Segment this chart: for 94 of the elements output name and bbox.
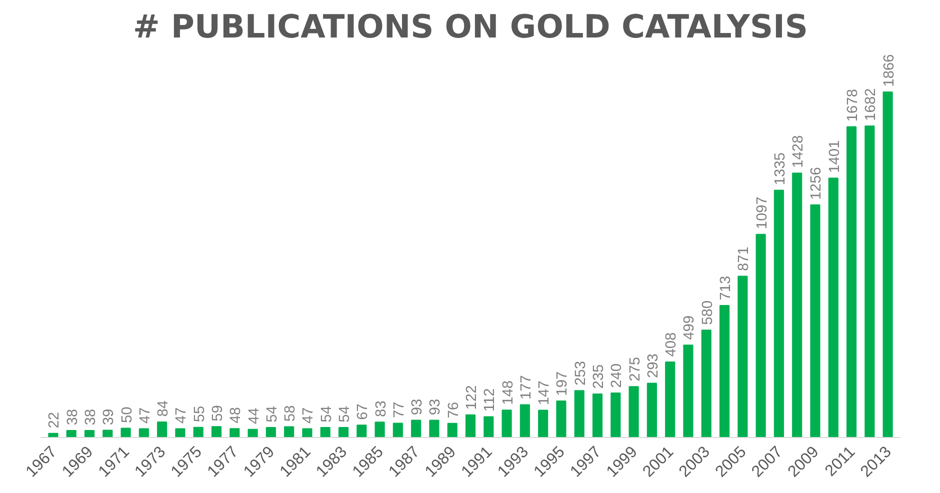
chart-title: # PUBLICATIONS ON GOLD CATALYSIS bbox=[133, 8, 808, 46]
data-label: 76 bbox=[446, 402, 462, 418]
data-label: 1428 bbox=[790, 135, 807, 168]
bar bbox=[556, 400, 566, 438]
bar bbox=[792, 172, 802, 438]
data-label: 54 bbox=[318, 406, 335, 422]
data-label: 54 bbox=[336, 406, 353, 422]
bar bbox=[774, 190, 784, 438]
bar bbox=[447, 422, 458, 438]
bar bbox=[120, 428, 131, 438]
data-label: 47 bbox=[300, 407, 317, 424]
data-label: 39 bbox=[101, 408, 118, 426]
bar bbox=[429, 420, 440, 438]
bar bbox=[248, 428, 258, 438]
data-label: 67 bbox=[355, 404, 372, 420]
data-label: 293 bbox=[645, 354, 662, 378]
data-label: 147 bbox=[536, 380, 553, 406]
bar bbox=[356, 424, 367, 438]
data-label: 1682 bbox=[863, 88, 880, 121]
bar bbox=[175, 428, 186, 438]
data-label: 93 bbox=[410, 398, 426, 416]
data-label: 408 bbox=[664, 332, 680, 357]
data-label: 499 bbox=[682, 315, 698, 340]
bar bbox=[701, 330, 712, 438]
bar bbox=[592, 393, 603, 438]
data-label: 713 bbox=[718, 276, 734, 300]
bar bbox=[719, 304, 730, 438]
data-label: 50 bbox=[119, 406, 136, 424]
data-label: 84 bbox=[156, 400, 172, 417]
bar bbox=[846, 126, 857, 438]
bar bbox=[864, 126, 875, 438]
data-label: 83 bbox=[373, 400, 390, 417]
data-label: 44 bbox=[246, 408, 262, 424]
data-label: 253 bbox=[572, 361, 589, 386]
data-label: 59 bbox=[210, 405, 226, 422]
bar bbox=[320, 427, 330, 438]
bar bbox=[646, 382, 657, 438]
data-label: 1256 bbox=[808, 167, 825, 200]
bar bbox=[465, 414, 476, 438]
data-label: 112 bbox=[482, 388, 498, 412]
bar bbox=[628, 386, 639, 438]
data-label: 275 bbox=[627, 356, 644, 382]
bar bbox=[138, 428, 149, 438]
bar bbox=[211, 426, 222, 438]
data-label: 1335 bbox=[772, 152, 788, 186]
data-label: 871 bbox=[736, 246, 752, 272]
data-label: 1401 bbox=[826, 140, 843, 173]
bar bbox=[266, 427, 276, 438]
data-label: 580 bbox=[700, 300, 716, 325]
bar bbox=[683, 344, 694, 438]
bar bbox=[574, 390, 584, 438]
bar bbox=[411, 420, 422, 438]
bar bbox=[520, 404, 530, 438]
bar bbox=[882, 91, 893, 438]
bar bbox=[302, 428, 312, 438]
data-label: 48 bbox=[228, 407, 244, 424]
bar bbox=[193, 426, 204, 438]
data-label: 235 bbox=[591, 364, 608, 389]
data-label: 197 bbox=[554, 371, 571, 396]
bar bbox=[810, 204, 820, 438]
bar bbox=[738, 276, 748, 438]
data-label: 148 bbox=[500, 380, 516, 405]
data-label: 77 bbox=[391, 402, 408, 418]
bar bbox=[374, 422, 385, 438]
bar bbox=[284, 426, 294, 438]
data-label: 38 bbox=[64, 408, 81, 426]
bar bbox=[828, 178, 838, 438]
bar bbox=[84, 430, 95, 438]
data-label: 55 bbox=[192, 406, 208, 422]
bar bbox=[392, 422, 403, 438]
bar bbox=[538, 410, 548, 438]
data-label: 47 bbox=[174, 407, 190, 424]
bar bbox=[484, 416, 494, 438]
data-label: 1097 bbox=[754, 196, 770, 230]
bar bbox=[66, 430, 76, 438]
data-label: 177 bbox=[518, 375, 534, 400]
data-label: 122 bbox=[464, 385, 480, 410]
data-label: 22 bbox=[46, 412, 63, 428]
data-label: 47 bbox=[137, 407, 154, 424]
bar bbox=[610, 392, 621, 438]
bar bbox=[338, 427, 349, 438]
bar bbox=[756, 234, 766, 438]
bar bbox=[665, 361, 676, 438]
data-label: 1866 bbox=[881, 54, 898, 87]
data-label: 240 bbox=[609, 363, 626, 388]
bar bbox=[502, 410, 512, 438]
data-label: 58 bbox=[282, 405, 299, 422]
data-label: 1678 bbox=[845, 88, 862, 122]
data-label: 93 bbox=[428, 398, 444, 416]
bar bbox=[230, 428, 240, 438]
bar bbox=[157, 421, 168, 438]
data-label: 38 bbox=[82, 408, 99, 426]
data-label: 54 bbox=[264, 406, 280, 422]
bar bbox=[102, 430, 113, 438]
